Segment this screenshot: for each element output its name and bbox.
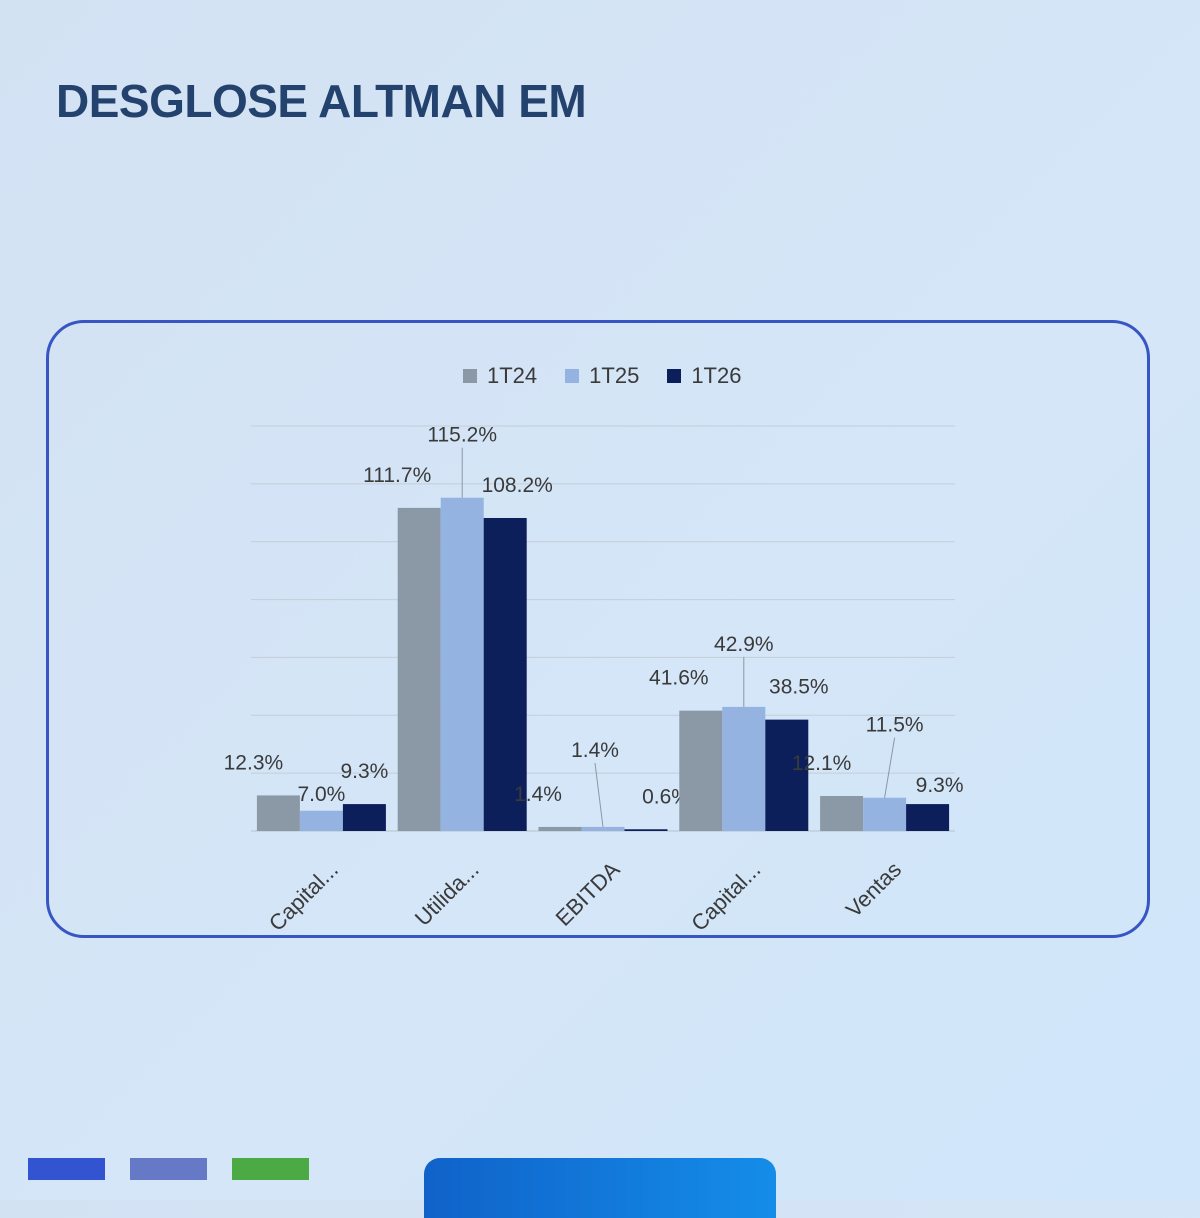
data-label-1t24-3: 41.6% (649, 667, 709, 690)
bar-1t26-1 (483, 517, 527, 831)
page-title: DESGLOSE ALTMAN EM (56, 75, 587, 127)
chart-legend: 1T24 1T25 1T26 (463, 363, 741, 389)
category-label-4: Ventas (841, 857, 906, 922)
data-label-1t25-3: 42.9% (714, 633, 774, 656)
bar-1t24-1 (397, 507, 441, 831)
bar-1t24-0 (256, 795, 300, 831)
bottom-tab (424, 1158, 776, 1218)
legend-swatch-1t24 (463, 369, 477, 383)
legend-item-1t24: 1T24 (463, 363, 537, 389)
category-label-3: Capital... (686, 857, 765, 936)
data-label-1t26-3: 38.5% (769, 676, 829, 699)
legend-label-1t25: 1T25 (589, 363, 640, 388)
category-label-2: EBITDA (551, 857, 625, 931)
decor-bar-blue (28, 1158, 105, 1180)
legend-swatch-1t25 (565, 369, 580, 383)
data-label-1t24-1: 111.7% (363, 464, 431, 487)
bar-1t24-3 (679, 710, 723, 831)
data-label-1t24-0: 12.3% (224, 751, 284, 774)
data-label-1t25-2: 1.4% (571, 739, 619, 762)
bar-1t25-1 (440, 497, 484, 831)
bar-1t25-4 (863, 797, 907, 831)
data-label-1t26-4: 9.3% (916, 774, 964, 797)
bar-1t25-2 (581, 826, 625, 831)
label-leader-line (594, 762, 604, 828)
bar-1t25-0 (299, 810, 343, 831)
data-label-1t25-0: 7.0% (297, 783, 345, 806)
bar-1t26-0 (342, 804, 386, 831)
legend-item-1t26: 1T26 (667, 363, 741, 389)
data-label-1t25-1: 115.2% (427, 424, 497, 447)
bar-1t24-4 (820, 795, 864, 831)
bar-chart: 12.3%7.0%9.3%Capital...111.7%115.2%108.2… (224, 424, 964, 936)
legend-label-1t24: 1T24 (487, 363, 538, 388)
legend-swatch-1t26 (667, 369, 682, 383)
decor-bar-green (232, 1158, 309, 1180)
data-label-1t25-4: 11.5% (866, 714, 924, 737)
data-label-1t26-0: 9.3% (340, 760, 388, 783)
label-leader-line (884, 737, 896, 798)
legend-label-1t26: 1T26 (691, 363, 742, 388)
bar-1t26-3 (765, 719, 809, 831)
decor-bar-violet (130, 1158, 207, 1180)
category-label-1: Utilida... (410, 857, 484, 931)
bar-1t26-4 (906, 804, 950, 831)
data-label-1t24-2: 1.4% (514, 783, 562, 806)
legend-item-1t25: 1T25 (565, 363, 639, 389)
data-label-1t26-2: 0.6% (642, 785, 690, 808)
data-label-1t24-4: 12.1% (792, 752, 852, 775)
bar-1t26-2 (624, 829, 668, 831)
bar-1t25-3 (722, 706, 766, 831)
data-label-1t26-1: 108.2% (482, 474, 553, 497)
chart-card: 1T24 1T25 1T26 12.3% 7.0% 9.3% Capital... 11… (46, 320, 1150, 938)
bar-1t24-2 (538, 826, 582, 831)
category-label-0: Capital... (264, 857, 343, 936)
